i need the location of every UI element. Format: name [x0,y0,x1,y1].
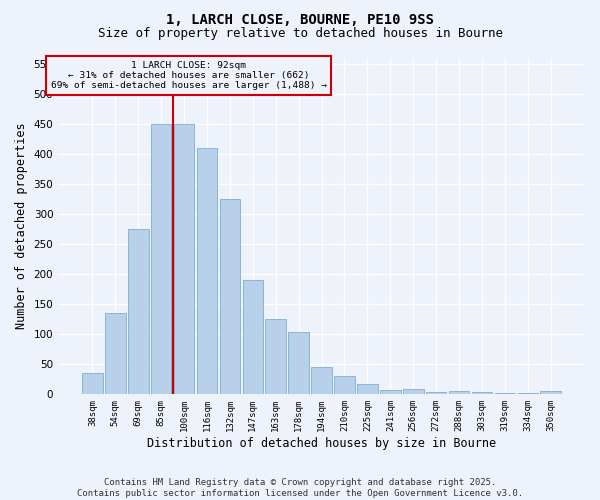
Text: Size of property relative to detached houses in Bourne: Size of property relative to detached ho… [97,28,503,40]
Bar [541,390,561,394]
Bar [311,366,332,394]
Bar [334,376,355,394]
Bar [380,390,401,394]
Bar [242,280,263,394]
Bar [403,389,424,394]
Bar [197,148,217,394]
Text: Contains HM Land Registry data © Crown copyright and database right 2025.
Contai: Contains HM Land Registry data © Crown c… [77,478,523,498]
X-axis label: Distribution of detached houses by size in Bourne: Distribution of detached houses by size … [147,437,496,450]
Text: 1 LARCH CLOSE: 92sqm
← 31% of detached houses are smaller (662)
69% of semi-deta: 1 LARCH CLOSE: 92sqm ← 31% of detached h… [50,60,326,90]
Bar [449,392,469,394]
Bar [82,374,103,394]
Y-axis label: Number of detached properties: Number of detached properties [15,122,28,329]
Bar [518,392,538,394]
Bar [494,393,515,394]
Bar [151,124,172,394]
Text: 1, LARCH CLOSE, BOURNE, PE10 9SS: 1, LARCH CLOSE, BOURNE, PE10 9SS [166,12,434,26]
Bar [128,229,149,394]
Bar [220,199,240,394]
Bar [289,332,309,394]
Bar [265,319,286,394]
Bar [426,392,446,394]
Bar [357,384,378,394]
Bar [472,392,493,394]
Bar [174,124,194,394]
Bar [105,313,125,394]
